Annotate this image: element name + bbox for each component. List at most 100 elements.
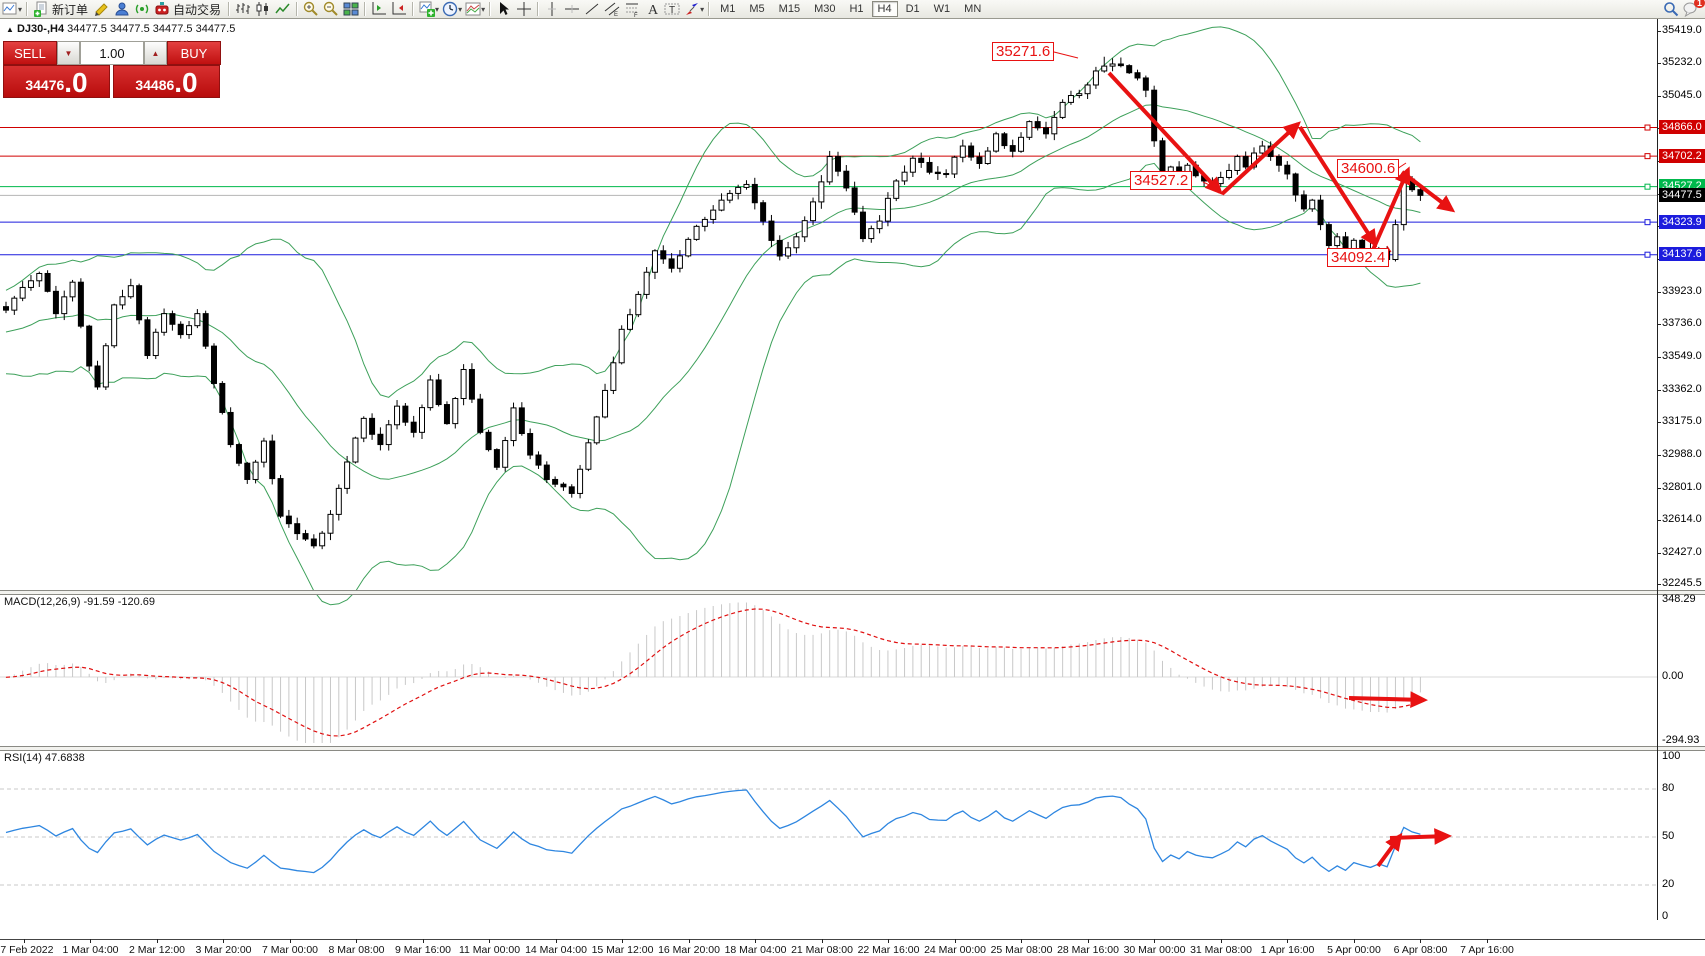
periods-icon[interactable] bbox=[440, 1, 460, 17]
svg-text:A: A bbox=[648, 3, 659, 17]
timeframe-button-m15[interactable]: M15 bbox=[778, 3, 801, 15]
time-axis-label: 2 Mar 12:00 bbox=[128, 944, 186, 956]
symbol-bar: ▲ DJ30-,H4 34477.5 34477.5 34477.5 34477… bbox=[6, 23, 235, 35]
one-click-trade-panel: SELL ▼ 1.00 ▲ BUY 34476 .0 34486 .0 bbox=[3, 41, 221, 98]
trendline-icon[interactable] bbox=[582, 1, 602, 17]
price-axis-tick bbox=[1657, 63, 1661, 64]
time-axis-tick bbox=[556, 939, 557, 943]
sell-button[interactable]: SELL bbox=[3, 41, 57, 65]
annotation-price-label[interactable]: 34527.2 bbox=[1130, 171, 1193, 190]
trend-arrow bbox=[1220, 121, 1301, 196]
time-axis-tick bbox=[1221, 939, 1222, 943]
styles-icon[interactable] bbox=[92, 1, 112, 17]
fibonacci-icon[interactable]: F bbox=[622, 1, 642, 17]
price-axis-tick bbox=[1657, 584, 1661, 585]
templates-icon[interactable] bbox=[463, 1, 483, 17]
buy-price-button[interactable]: 34486 .0 bbox=[113, 65, 220, 98]
price-axis-label: 35232.0 bbox=[1662, 56, 1702, 68]
timeframe-button-m30[interactable]: M30 bbox=[814, 3, 836, 15]
auto-scroll-icon[interactable] bbox=[389, 1, 409, 17]
chart-shift-icon[interactable] bbox=[369, 1, 389, 17]
timeframe-button-d1[interactable]: D1 bbox=[905, 3, 920, 15]
time-axis-label: 1 Mar 04:00 bbox=[62, 944, 119, 956]
line-chart-icon[interactable] bbox=[273, 1, 293, 17]
time-axis-label: 27 Feb 2022 bbox=[0, 944, 54, 956]
time-axis-label: 15 Mar 12:00 bbox=[591, 944, 654, 956]
sell-price-button[interactable]: 34476 .0 bbox=[3, 65, 110, 98]
vline-icon[interactable] bbox=[542, 1, 562, 17]
zoom-out-icon[interactable] bbox=[321, 1, 341, 17]
crosshair-icon[interactable] bbox=[514, 1, 534, 17]
timeframe-button-mn[interactable]: MN bbox=[964, 3, 982, 15]
price-axis-tick bbox=[1657, 390, 1661, 391]
candle-chart-icon[interactable] bbox=[253, 1, 273, 17]
label-icon[interactable]: T bbox=[662, 1, 682, 17]
cursor-icon[interactable] bbox=[494, 1, 514, 17]
timeframe-button-m5[interactable]: M5 bbox=[749, 3, 765, 15]
price-axis-tick bbox=[1657, 324, 1661, 325]
channel-icon[interactable]: E bbox=[602, 1, 622, 17]
toolbar-separator bbox=[228, 2, 231, 16]
new-order-icon[interactable] bbox=[31, 1, 51, 17]
volume-input[interactable]: 1.00 bbox=[80, 41, 144, 65]
chevron-down-icon[interactable]: ▾ bbox=[700, 4, 705, 14]
price-axis-tick bbox=[1657, 31, 1661, 32]
timeframe-button-h4[interactable]: H4 bbox=[871, 1, 898, 17]
chart-canvas[interactable]: ▲ DJ30-,H4 34477.5 34477.5 34477.5 34477… bbox=[0, 19, 1705, 956]
auto-trading-label[interactable]: 自动交易 bbox=[173, 2, 222, 17]
timeframe-button-h1[interactable]: H1 bbox=[849, 3, 864, 15]
time-axis-label: 9 Mar 16:00 bbox=[394, 944, 452, 956]
time-axis-label: 25 Mar 08:00 bbox=[990, 944, 1053, 956]
timeframe-button-w1[interactable]: W1 bbox=[933, 3, 951, 15]
time-axis-tick bbox=[290, 939, 291, 943]
profile-icon[interactable] bbox=[112, 1, 132, 17]
news-icon[interactable] bbox=[132, 1, 152, 17]
time-axis-tick bbox=[1154, 939, 1155, 943]
chevron-down-icon[interactable]: ▾ bbox=[481, 4, 486, 14]
buy-button[interactable]: BUY bbox=[167, 41, 221, 65]
macd-scale-label: 0.00 bbox=[1662, 670, 1684, 682]
time-axis-tick bbox=[888, 939, 889, 943]
timeframe-button-m1[interactable]: M1 bbox=[720, 3, 736, 15]
chevron-down-icon[interactable]: ▾ bbox=[435, 4, 440, 14]
time-axis-tick bbox=[822, 939, 823, 943]
text-icon[interactable]: A bbox=[642, 1, 662, 17]
arrows-icon[interactable] bbox=[682, 1, 702, 17]
price-level-badge: 34137.6 bbox=[1659, 247, 1705, 261]
search-icon[interactable] bbox=[1661, 1, 1681, 17]
bar-chart-icon[interactable] bbox=[233, 1, 253, 17]
volume-decrease-button[interactable]: ▼ bbox=[57, 41, 80, 65]
time-axis-label: 14 Mar 04:00 bbox=[525, 944, 587, 956]
rsi-scale-label: 20 bbox=[1662, 878, 1675, 890]
toolbar-separator bbox=[412, 2, 415, 16]
panel-separator[interactable] bbox=[0, 590, 1705, 595]
zoom-in-icon[interactable] bbox=[301, 1, 321, 17]
toolbar: ▾ 新订单 自动交易 ▾ ▾ ▾ E F A T ▾ M1 M5 M15 M30 H1 H… bbox=[0, 0, 1705, 19]
annotation-price-label[interactable]: 34092.4 bbox=[1327, 248, 1390, 267]
chevron-down-icon[interactable]: ▾ bbox=[18, 4, 23, 14]
annotation-price-label[interactable]: 34600.6 bbox=[1337, 159, 1400, 178]
volume-increase-button[interactable]: ▲ bbox=[144, 41, 167, 65]
chart-window-icon[interactable] bbox=[0, 1, 20, 17]
indicators-icon[interactable] bbox=[417, 1, 437, 17]
trend-arrow bbox=[1298, 125, 1378, 248]
panel-separator[interactable] bbox=[0, 746, 1705, 751]
toolbar-separator bbox=[26, 2, 29, 16]
rsi-scale-label: 0 bbox=[1662, 910, 1669, 922]
hline-icon[interactable] bbox=[562, 1, 582, 17]
chevron-down-icon[interactable]: ▾ bbox=[458, 4, 463, 14]
collapse-arrow-icon[interactable]: ▲ bbox=[6, 25, 14, 34]
tile-windows-icon[interactable] bbox=[341, 1, 361, 17]
new-order-label[interactable]: 新订单 bbox=[52, 2, 89, 17]
sell-price-fraction: .0 bbox=[64, 67, 88, 98]
rsi-indicator-title: RSI(14) 47.6838 bbox=[4, 752, 85, 764]
price-chart-svg[interactable] bbox=[0, 19, 1705, 942]
time-axis-tick bbox=[157, 939, 158, 943]
annotation-price-label[interactable]: 35271.6 bbox=[992, 42, 1055, 61]
chat-icon[interactable]: 1 bbox=[1681, 0, 1705, 17]
time-axis-label: 16 Mar 20:00 bbox=[658, 944, 720, 956]
buy-price-main: 34486 bbox=[135, 77, 175, 93]
time-axis-label: 8 Mar 08:00 bbox=[328, 944, 385, 956]
auto-trading-icon[interactable] bbox=[152, 1, 172, 17]
time-axis-tick bbox=[1021, 939, 1022, 943]
